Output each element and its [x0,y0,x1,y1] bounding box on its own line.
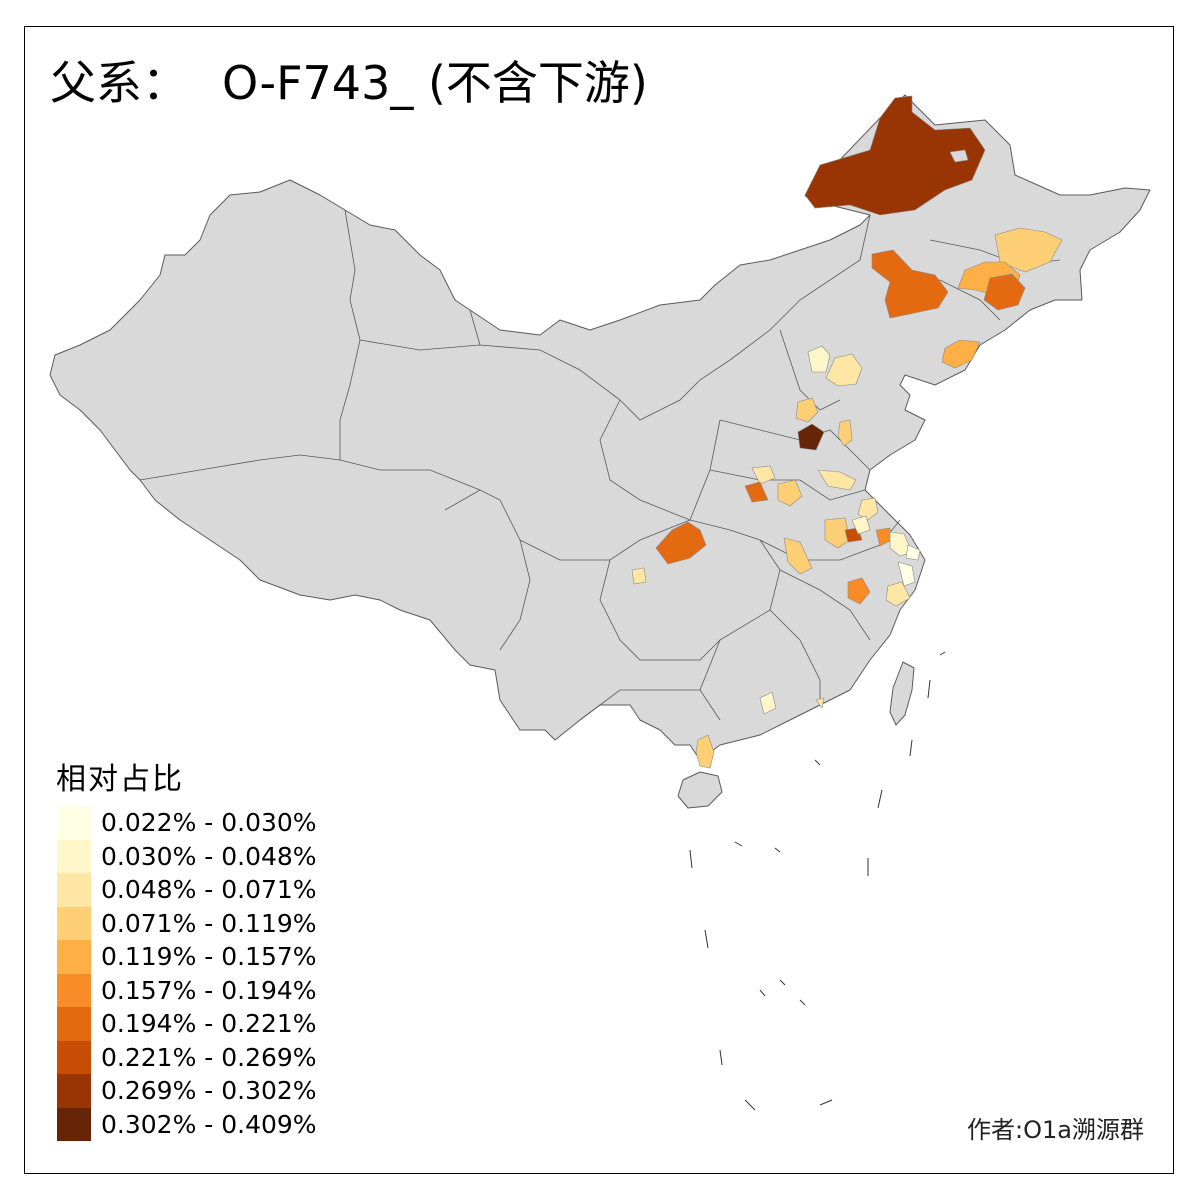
region-hebei-a [807,345,831,373]
title-haplogroup: O-F743_ (不含下游) [222,56,648,110]
legend-label: 0.030% - 0.048% [101,841,317,871]
legend-item: 0.194% - 0.221% [57,1007,317,1041]
legend-title: 相对占比 [56,762,184,797]
colored-regions [631,95,1063,769]
region-henan-b [744,481,769,503]
legend-label: 0.194% - 0.221% [101,1009,317,1039]
legend-swatch [57,1007,91,1041]
region-zhejiang-b [885,581,911,607]
legend-swatch [57,1040,91,1074]
legend: 0.022% - 0.030% 0.030% - 0.048% 0.048% - 0… [57,806,317,1141]
region-hulunbuir-hole [949,149,969,163]
legend-label: 0.221% - 0.269% [101,1042,317,1072]
legend-swatch [57,973,91,1007]
region-anhui-a [857,497,879,521]
legend-item: 0.071% - 0.119% [57,906,317,940]
legend-label: 0.022% - 0.030% [101,808,317,838]
legend-item: 0.048% - 0.071% [57,873,317,907]
south-china-sea-islands [689,651,946,1111]
region-zhejiang-a [897,561,916,587]
region-anhui-b [824,517,851,549]
legend-label: 0.157% - 0.194% [101,975,317,1005]
region-liaoning [941,339,981,369]
legend-label: 0.269% - 0.302% [101,1076,317,1106]
china-land-mass [49,94,1151,809]
legend-item: 0.221% - 0.269% [57,1040,317,1074]
legend-label: 0.302% - 0.409% [101,1109,317,1139]
legend-swatch [57,1074,91,1108]
region-jiangxi [847,577,871,605]
region-hulunbuir [804,95,986,216]
region-shandong-a [837,419,853,447]
legend-item: 0.119% - 0.157% [57,940,317,974]
title-prefix: 父系： [50,56,188,110]
legend-swatch [57,940,91,974]
region-chifeng [871,249,949,319]
legend-swatch [57,906,91,940]
legend-label: 0.048% - 0.071% [101,875,317,905]
region-henan-c [777,479,803,507]
legend-swatch [57,806,91,840]
region-shandong-b [817,469,857,491]
taiwan-island [889,661,915,726]
region-hebei-b [825,353,863,387]
region-guangdong-b [815,697,825,709]
legend-label: 0.071% - 0.119% [101,908,317,938]
legend-label: 0.119% - 0.157% [101,942,317,972]
region-shanghai [905,544,921,561]
region-jiangsu-c [889,531,913,557]
legend-item: 0.157% - 0.194% [57,973,317,1007]
region-shanxi-a [795,397,819,423]
region-jiangsu-a [851,515,871,535]
legend-swatch [57,839,91,873]
legend-item: 0.302% - 0.409% [57,1107,317,1141]
region-jilin-b [983,273,1026,311]
legend-swatch [57,1107,91,1141]
map-title: 父系： O-F743_ (不含下游) [50,60,648,106]
legend-item: 0.030% - 0.048% [57,839,317,873]
legend-swatch [57,873,91,907]
legend-item: 0.269% - 0.302% [57,1074,317,1108]
region-hubei-a [783,537,813,575]
hainan-island [677,771,723,809]
region-shanxi-b [797,423,825,451]
region-sichuan [631,567,647,585]
region-henan-a [751,465,776,485]
region-leizhou [695,734,715,769]
region-shaanxi [655,521,707,565]
region-guangdong-a [759,691,777,715]
mainland-outline [49,94,1151,761]
author-credit: 作者:O1a溯源群 [967,1116,1144,1144]
legend-item: 0.022% - 0.030% [57,806,317,840]
